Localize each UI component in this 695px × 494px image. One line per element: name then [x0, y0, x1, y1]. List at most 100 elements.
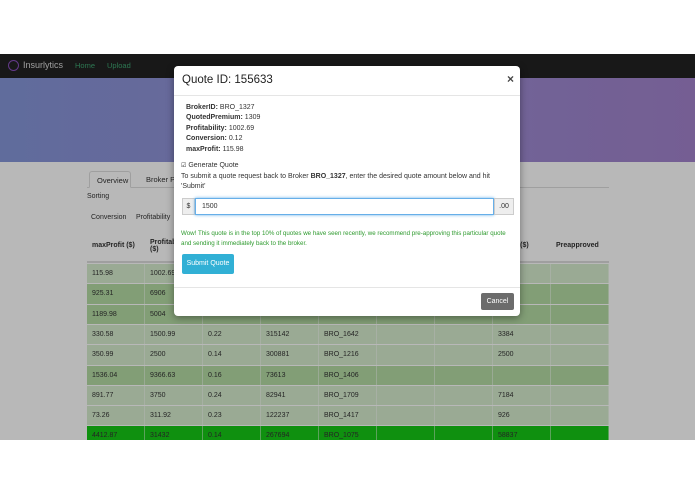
table-cell: 0.16 — [203, 365, 261, 386]
detail-label: Conversion: — [186, 135, 227, 143]
input-suffix: .00 — [494, 198, 514, 215]
table-cell — [377, 345, 435, 366]
table-cell: 2500 — [145, 345, 203, 366]
detail-label: BrokerID: — [186, 104, 218, 111]
table-cell: 1500.99 — [145, 324, 203, 345]
instruction-text: , enter the desired quote amount below a… — [181, 173, 490, 190]
table-cell — [551, 365, 609, 386]
table-cell: 0.24 — [203, 385, 261, 406]
table-cell — [435, 385, 493, 406]
table-cell — [551, 264, 609, 284]
table-row: 891.77 3750 0.24 82941 BRO_1709 7184 — [87, 384, 609, 407]
table-cell — [493, 304, 551, 325]
detail-line: maxProfit: 115.98 — [186, 145, 260, 155]
tab[interactable]: Overview — [89, 171, 131, 188]
checkbox-mark[interactable]: ☑ — [181, 163, 187, 169]
sort-option[interactable]: Conversion — [91, 214, 127, 221]
detail-value: 0.12 — [228, 135, 243, 143]
detail-line: QuotedPremium: 1309 — [186, 113, 260, 123]
table-cell: 330.58 — [87, 324, 145, 345]
submit-button[interactable]: Submit Quote — [182, 254, 234, 274]
table-cell: 2500 — [493, 345, 551, 366]
table-cell — [551, 345, 609, 366]
table-cell: BRO_1709 — [319, 385, 377, 406]
table-cell — [377, 324, 435, 345]
table-cell: BRO_1075 — [319, 426, 377, 440]
detail-line: Conversion: 0.12 — [186, 134, 260, 144]
table-row: 4412.87 31432 0.14 267694 BRO_1075 58837 — [87, 425, 609, 440]
table-cell: 73.26 — [87, 406, 145, 427]
table-cell: 315142 — [261, 324, 319, 345]
table-cell — [377, 426, 435, 440]
table-cell — [435, 426, 493, 440]
brand[interactable]: Insurlytics — [23, 60, 64, 70]
input-prefix: $ — [182, 198, 195, 215]
table-cell — [493, 264, 551, 284]
table-cell — [493, 284, 551, 305]
detail-line: BrokerID: BRO_1327 — [186, 103, 260, 113]
detail-value: BRO_1327 — [219, 104, 255, 111]
sort-option[interactable]: Profitability — [136, 214, 171, 221]
detail-value: 1309 — [244, 114, 261, 122]
table-cell: BRO_1216 — [319, 345, 377, 366]
table-cell: 122237 — [261, 406, 319, 427]
close-button[interactable]: × — [507, 72, 515, 86]
detail-value: 1002.69 — [228, 124, 255, 132]
table-cell: 1189.98 — [87, 304, 145, 325]
nav-link[interactable]: Home — [75, 61, 96, 70]
table-row: 330.58 1500.99 0.22 315142 BRO_1642 3384 — [87, 323, 609, 346]
table-cell: 4412.87 — [87, 426, 145, 440]
table-cell: 0.23 — [203, 406, 261, 427]
table-cell — [551, 426, 609, 440]
table-cell — [435, 345, 493, 366]
detail-value: 115.98 — [222, 145, 244, 153]
divider — [174, 287, 520, 288]
table-cell: 300881 — [261, 345, 319, 366]
table-cell — [551, 385, 609, 406]
table-cell: 311.92 — [145, 406, 203, 427]
table-cell — [435, 406, 493, 427]
table-cell — [435, 324, 493, 345]
table-cell: 9366.63 — [145, 365, 203, 386]
table-cell — [435, 365, 493, 386]
table-cell: 891.77 — [87, 385, 145, 406]
detail-label: maxProfit: — [186, 145, 221, 153]
table-cell: 7184 — [493, 385, 551, 406]
checkbox-label[interactable]: Generate Quote — [188, 162, 239, 169]
table-cell: 0.22 — [203, 324, 261, 345]
table-cell: 115.98 — [87, 264, 145, 284]
quote-input[interactable]: 1500 — [195, 198, 494, 215]
table-row: 1536.04 9366.63 0.16 73613 BRO_1406 — [87, 364, 609, 386]
table-cell: 350.99 — [87, 345, 145, 366]
table-row: 350.99 2500 0.14 300881 BRO_1216 2500 — [87, 344, 609, 366]
nav-link[interactable]: Upload — [107, 61, 131, 70]
table-cell — [551, 304, 609, 325]
table-cell: 3384 — [493, 324, 551, 345]
recommendation: Wow! This quote is in the top 10% of quo… — [181, 230, 506, 247]
table-cell: 58837 — [493, 426, 551, 440]
table-cell: 31432 — [145, 426, 203, 440]
table-row: 73.26 311.92 0.23 122237 BRO_1417 926 — [87, 405, 609, 427]
details: BrokerID: BRO_1327 QuotedPremium: 1309 Profi… — [186, 103, 260, 155]
table-cell: 82941 — [261, 385, 319, 406]
header-cell: Preapproved — [551, 230, 609, 263]
instruction-text: To submit a quote request back to Broker — [181, 173, 311, 180]
sorting-label: Sorting — [87, 193, 110, 200]
table-cell: 1536.04 — [87, 365, 145, 386]
checkbox[interactable]: ☑ Generate Quote — [181, 162, 239, 169]
cancel-button[interactable]: Cancel — [481, 293, 514, 310]
detail-label: QuotedPremium: — [186, 114, 243, 122]
table-cell: 0.14 — [203, 426, 261, 440]
modal-title: Quote ID: 155633 — [182, 74, 273, 86]
table-cell: BRO_1417 — [319, 406, 377, 427]
table-cell: 73613 — [261, 365, 319, 386]
table-cell — [377, 385, 435, 406]
table-cell — [551, 284, 609, 305]
table-cell: BRO_1642 — [319, 324, 377, 345]
table-cell: 267694 — [261, 426, 319, 440]
table-cell: 925.31 — [87, 284, 145, 305]
instruction: To submit a quote request back to Broker… — [181, 172, 499, 192]
table-cell: 926 — [493, 406, 551, 427]
header-cell: maxProfit ($) — [87, 230, 145, 263]
